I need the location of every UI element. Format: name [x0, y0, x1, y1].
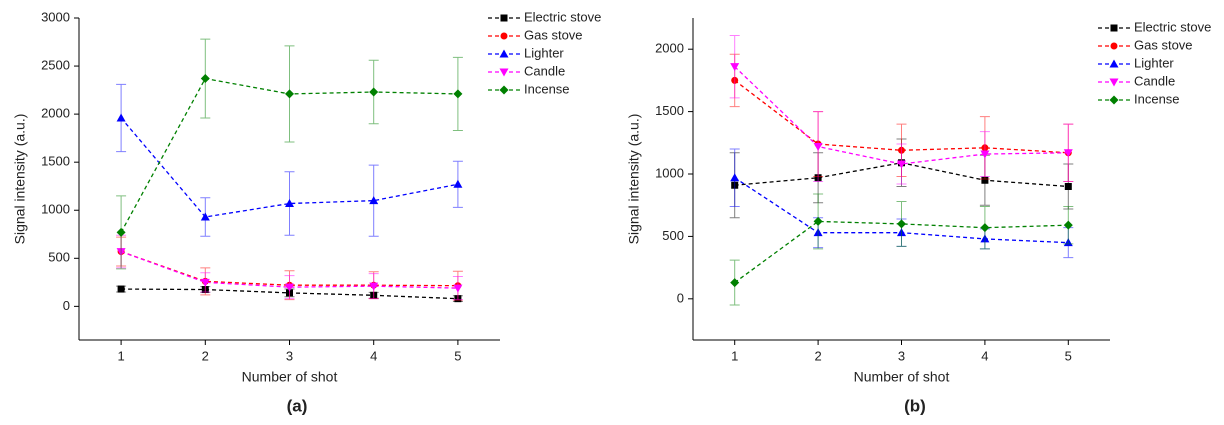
- series-line: [120, 117, 459, 218]
- marker: [116, 113, 126, 122]
- legend-marker: [500, 14, 508, 22]
- marker: [200, 212, 210, 221]
- legend-label: Gas stove: [1134, 37, 1193, 52]
- marker: [369, 196, 379, 205]
- y-tick-label: 0: [63, 298, 70, 313]
- marker: [369, 87, 379, 97]
- marker: [1063, 149, 1073, 158]
- marker: [285, 199, 294, 208]
- x-tick-label: 5: [454, 348, 461, 363]
- legend-label: Lighter: [524, 45, 564, 60]
- legend-marker: [1109, 59, 1119, 68]
- marker: [285, 283, 294, 292]
- legend-label: Lighter: [1134, 55, 1174, 70]
- y-tick-label: 1500: [41, 154, 70, 169]
- y-axis-label: Signal intensity (a.u.): [626, 114, 642, 245]
- marker: [981, 176, 989, 184]
- legend-marker: [1110, 42, 1118, 50]
- x-tick-label: 1: [731, 348, 738, 363]
- marker: [453, 89, 463, 99]
- marker: [1064, 182, 1072, 190]
- legend-marker: [1109, 78, 1119, 87]
- marker: [116, 227, 126, 237]
- y-tick-label: 1000: [41, 202, 70, 217]
- legend-marker: [1110, 24, 1118, 32]
- legend-marker: [499, 85, 509, 95]
- marker: [897, 160, 906, 169]
- marker: [453, 284, 463, 293]
- x-axis-label: Number of shot: [242, 369, 338, 385]
- marker: [730, 278, 740, 288]
- marker: [117, 285, 125, 293]
- y-tick-label: 500: [662, 228, 684, 243]
- marker: [897, 219, 906, 229]
- y-tick-label: 2500: [41, 57, 70, 72]
- x-tick-label: 5: [1065, 348, 1072, 363]
- marker: [730, 173, 740, 182]
- legend-label: Incense: [1134, 91, 1180, 106]
- x-tick-label: 4: [370, 348, 377, 363]
- y-tick-label: 1000: [655, 165, 684, 180]
- legend-label: Electric stove: [524, 9, 601, 24]
- legend-label: Candle: [524, 63, 565, 78]
- marker: [369, 282, 379, 291]
- x-tick-label: 2: [814, 348, 821, 363]
- x-axis-label: Number of shot: [854, 369, 950, 385]
- y-tick-label: 2000: [41, 106, 70, 121]
- marker: [813, 143, 823, 152]
- legend-label: Incense: [524, 81, 570, 96]
- legend-marker: [499, 68, 509, 77]
- y-tick-label: 2000: [655, 41, 684, 56]
- marker: [200, 74, 210, 84]
- caption: (b): [904, 396, 926, 415]
- marker: [813, 216, 823, 226]
- x-tick-label: 2: [202, 348, 209, 363]
- legend-marker: [499, 49, 509, 58]
- marker: [980, 223, 990, 233]
- legend-label: Candle: [1134, 73, 1175, 88]
- x-tick-label: 1: [117, 348, 124, 363]
- x-tick-label: 3: [898, 348, 905, 363]
- legend-marker: [500, 32, 508, 40]
- y-tick-label: 1500: [655, 103, 684, 118]
- x-tick-label: 3: [286, 348, 293, 363]
- marker: [980, 150, 990, 159]
- legend-label: Electric stove: [1134, 19, 1211, 34]
- series-line: [120, 250, 458, 289]
- y-axis-label: Signal intensity (a.u.): [12, 114, 28, 245]
- marker: [285, 89, 294, 99]
- caption: (a): [287, 396, 308, 415]
- y-tick-label: 500: [48, 250, 70, 265]
- x-tick-label: 4: [981, 348, 988, 363]
- marker: [1063, 220, 1073, 230]
- y-tick-label: 3000: [41, 9, 70, 24]
- marker: [453, 179, 463, 188]
- legend-marker: [1109, 95, 1119, 105]
- y-tick-label: 0: [677, 290, 684, 305]
- legend-label: Gas stove: [524, 27, 583, 42]
- marker: [730, 63, 740, 72]
- marker: [200, 278, 210, 287]
